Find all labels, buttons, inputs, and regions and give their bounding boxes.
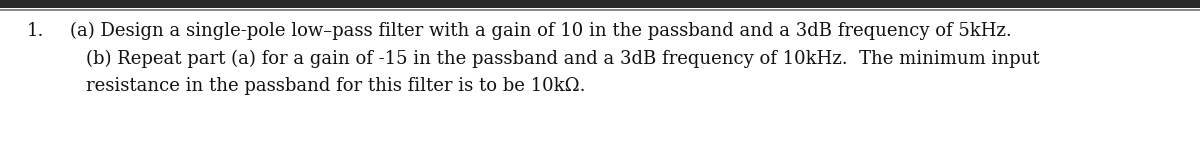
Text: resistance in the passband for this filter is to be 10kΩ.: resistance in the passband for this filt…: [86, 77, 586, 95]
Text: 1.: 1.: [26, 22, 43, 40]
Bar: [0, 0, 1200, 8]
Text: (a) Design a single-pole low–pass filter with a gain of 10 in the passband and a: (a) Design a single-pole low–pass filter…: [70, 22, 1012, 40]
Text: (b) Repeat part (a) for a gain of -15 in the passband and a 3dB frequency of 10k: (b) Repeat part (a) for a gain of -15 in…: [86, 50, 1040, 68]
Bar: [0, 9, 1200, 11]
